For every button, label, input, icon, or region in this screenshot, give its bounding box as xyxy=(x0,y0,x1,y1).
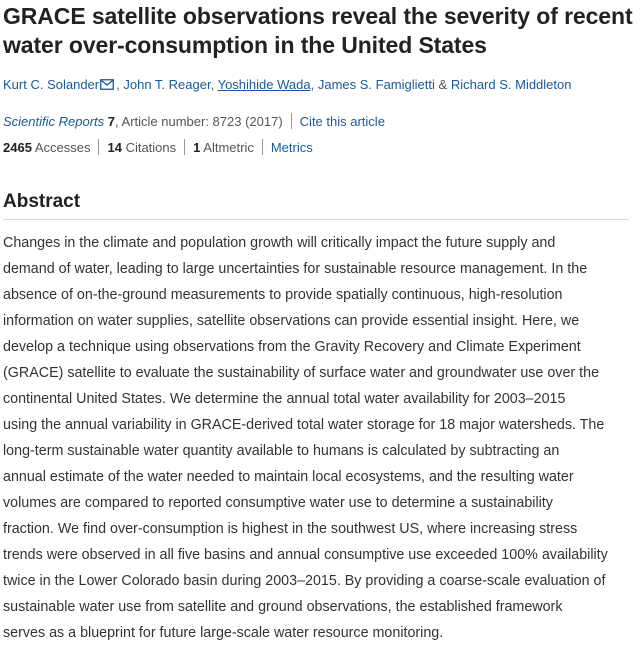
volume-number: 7 xyxy=(107,114,116,129)
abstract-line: trends were observed in all five basins … xyxy=(3,547,608,563)
divider xyxy=(98,139,100,155)
article-metrics: 2465 Accesses 14 Citations 1 Altmetric Metr… xyxy=(3,139,313,157)
abstract-text: Changes in the climate and population gr… xyxy=(3,230,635,646)
abstract-line: (GRACE) satellite to evaluate the sustai… xyxy=(3,365,600,381)
abstract-line: long-term sustainable water quantity ava… xyxy=(3,443,560,459)
abstract-line: absence of on-the-ground measurements to… xyxy=(3,287,563,303)
abstract-line: volumes are compared to reported consump… xyxy=(3,495,553,511)
author-separator: , xyxy=(210,77,215,92)
altmetric-label: Altmetric xyxy=(203,140,254,155)
article-number: , Article number: 8723 (2017) xyxy=(115,114,283,129)
abstract-line: information on water supplies, satellite… xyxy=(3,313,580,329)
accesses-label: Accesses xyxy=(34,140,91,155)
author-link[interactable]: Richard S. Middleton xyxy=(450,77,572,92)
abstract-line: develop a technique using observations f… xyxy=(3,339,581,355)
divider xyxy=(290,113,292,129)
divider xyxy=(184,139,186,155)
abstract-line: using the annual variability in GRACE-de… xyxy=(3,417,605,433)
cite-this-article-link[interactable]: Cite this article xyxy=(299,114,385,129)
abstract-line: annual estimate of the water needed to m… xyxy=(3,469,574,485)
mail-icon[interactable] xyxy=(100,77,115,95)
author-link[interactable]: Kurt C. Solander xyxy=(3,77,100,92)
altmetric-count: 1 xyxy=(193,140,201,155)
abstract-heading: Abstract xyxy=(3,190,629,220)
journal-link[interactable]: Scientific Reports xyxy=(3,114,105,129)
author-separator: & xyxy=(438,77,448,92)
abstract-line: Changes in the climate and population gr… xyxy=(3,235,556,251)
accesses-count: 2465 xyxy=(3,140,32,155)
article-title: GRACE satellite observations reveal the … xyxy=(3,3,633,58)
author-list: Kurt C. Solander, John T. Reager, Yoshih… xyxy=(3,76,571,95)
divider xyxy=(261,139,263,155)
abstract-line: sustainable water use from satellite and… xyxy=(3,599,563,615)
author-separator: , xyxy=(116,77,120,92)
citations-label: Citations xyxy=(125,140,177,155)
author-link[interactable]: Yoshihide Wada xyxy=(217,77,311,92)
abstract-line: continental United States. We determine … xyxy=(3,391,566,407)
citations-count: 14 xyxy=(107,140,122,155)
author-separator: , xyxy=(310,77,315,92)
author-link[interactable]: James S. Famiglietti xyxy=(317,77,435,92)
abstract-line: fraction. We find over-consumption is hi… xyxy=(3,521,578,537)
abstract-line: demand of water, leading to large uncert… xyxy=(3,261,588,277)
author-link[interactable]: John T. Reager xyxy=(123,77,211,92)
metrics-link[interactable]: Metrics xyxy=(270,140,313,155)
abstract-line: twice in the Lower Colorado basin during… xyxy=(3,573,606,589)
citation-info: Scientific Reports 7, Article number: 87… xyxy=(3,113,385,131)
abstract-line: serves as a blueprint for future large-s… xyxy=(3,625,444,641)
